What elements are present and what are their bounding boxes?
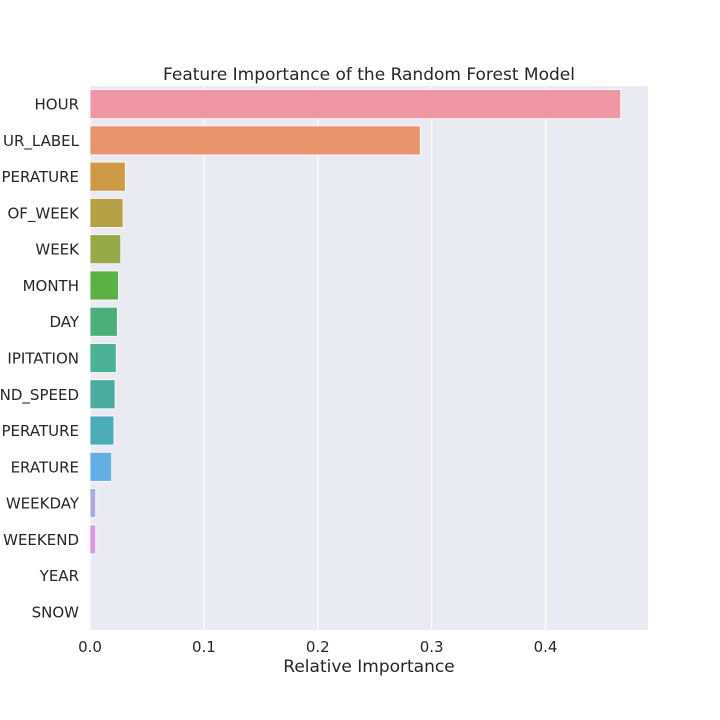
- bar: [89, 306, 118, 337]
- bars: [89, 89, 622, 555]
- y-tick-label: ND_SPEED: [0, 386, 79, 405]
- x-tick-label: 0.2: [306, 638, 330, 656]
- bar: [89, 270, 119, 301]
- bar: [89, 524, 97, 555]
- bar: [89, 415, 115, 446]
- y-tick-labels: HOUR UR_LABEL PERATURE OF_WEEK WEEK MONTH DAY I…: [0, 96, 80, 622]
- x-tick-labels: 0.0 0.1 0.2 0.3 0.4: [78, 638, 557, 656]
- y-tick-label: UR_LABEL: [3, 132, 80, 151]
- bar: [89, 198, 124, 228]
- x-axis-label: Relative Importance: [283, 657, 454, 677]
- x-tick-label: 0.4: [534, 638, 558, 656]
- x-tick-label: 0.3: [420, 638, 444, 656]
- y-tick-label: PERATURE: [2, 422, 79, 440]
- bar: [89, 451, 113, 482]
- chart-title: Feature Importance of the Random Forest …: [163, 65, 575, 85]
- y-tick-label: HOUR: [35, 96, 80, 114]
- y-tick-label: IPITATION: [7, 350, 79, 368]
- y-tick-label: OF_WEEK: [7, 204, 80, 223]
- y-tick-label: WEEK: [35, 241, 80, 259]
- plot-background: [90, 86, 648, 630]
- y-tick-label: DAY: [49, 313, 79, 331]
- bar: [89, 488, 97, 518]
- bar: [89, 379, 116, 410]
- y-tick-label: YEAR: [39, 567, 79, 585]
- y-tick-label: ERATURE: [11, 458, 79, 476]
- x-tick-label: 0.1: [192, 638, 216, 656]
- bar: [89, 89, 622, 120]
- bar: [89, 343, 117, 373]
- y-tick-label: MONTH: [23, 277, 79, 295]
- bar: [89, 234, 122, 265]
- y-tick-label: WEEKDAY: [6, 495, 80, 513]
- y-tick-label: PERATURE: [2, 168, 79, 186]
- x-tick-label: 0.0: [78, 638, 102, 656]
- bar: [89, 125, 421, 156]
- y-tick-label: WEEKEND: [3, 531, 79, 549]
- bar: [89, 161, 126, 192]
- y-tick-label: SNOW: [32, 603, 80, 621]
